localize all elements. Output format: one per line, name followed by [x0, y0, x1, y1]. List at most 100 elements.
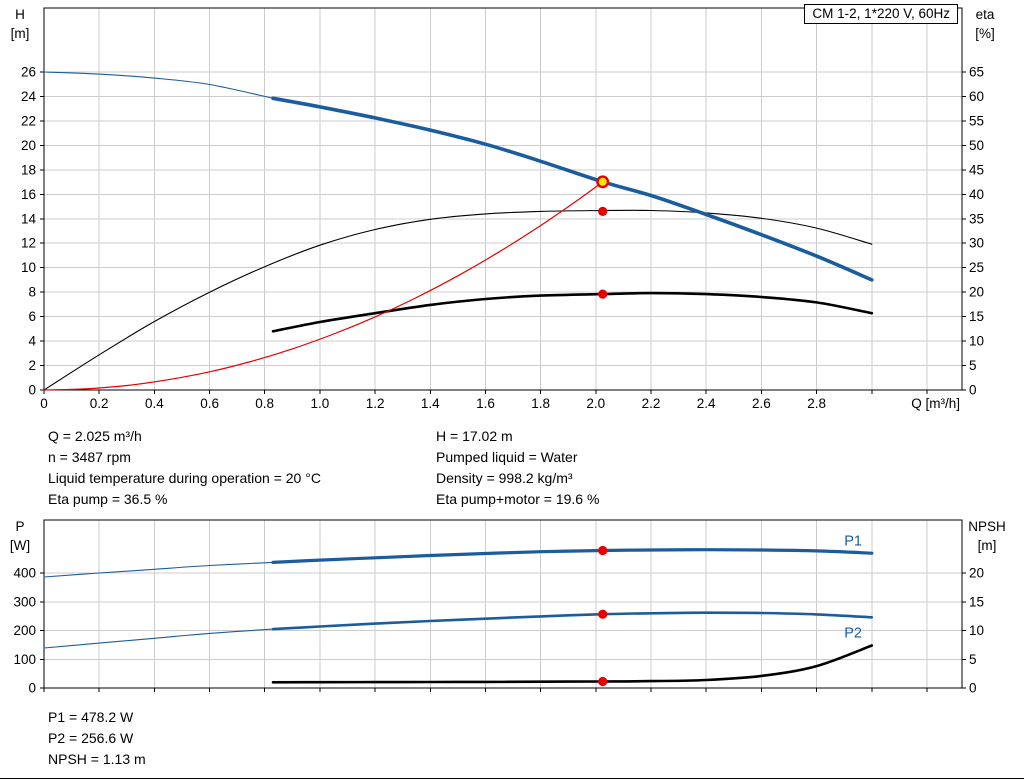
y-right-tick-label: 60 — [969, 89, 984, 104]
x-tick-label: 2.6 — [752, 396, 771, 411]
x-tick-label: 0.2 — [90, 396, 109, 411]
y-left-tick-label: 400 — [13, 566, 36, 581]
y-left-tick-label: 0 — [28, 383, 36, 398]
p2-curve — [271, 611, 874, 631]
pump-model-box: CM 1-2, 1*220 V, 60Hz — [804, 4, 958, 24]
y-left-tick-label: 20 — [21, 138, 36, 153]
x-tick-label: 0.4 — [145, 396, 164, 411]
bottom-divider — [0, 778, 1024, 779]
y-left-tick-label: 0 — [28, 681, 36, 696]
duty-point — [596, 175, 610, 189]
info-line-eta-pump-motor: Eta pump+motor = 19.6 % — [436, 491, 600, 507]
x-tick-label: 1.2 — [366, 396, 385, 411]
x-tick-label: 2.8 — [807, 396, 826, 411]
x-tick-label: 0 — [40, 396, 48, 411]
info-line-pumped-liquid: Pumped liquid = Water — [436, 449, 578, 465]
x-tick-label: 2.0 — [586, 396, 605, 411]
y-left-tick-label: 100 — [13, 652, 36, 667]
info-line-n: n = 3487 rpm — [48, 449, 131, 465]
y-right-tick-label: 30 — [969, 236, 984, 251]
eta-axis-title-line: eta — [975, 7, 995, 22]
x-tick-label: 0.6 — [200, 396, 219, 411]
x-tick-label: 0.8 — [255, 396, 274, 411]
npsh-axis-unit: [m] — [977, 538, 997, 553]
x-tick-label: 1.8 — [531, 396, 550, 411]
p1-curve — [271, 548, 874, 564]
y-left-tick-label: 6 — [28, 309, 36, 324]
y-right-tick-label: 40 — [969, 187, 984, 202]
npsh-curve — [271, 644, 874, 684]
y-left-tick-label: 4 — [28, 334, 36, 349]
npsh-axis-title: NPSH [m] — [956, 517, 1018, 555]
x-tick-label: 1.4 — [421, 396, 440, 411]
chart-group: 0 100 200 300 400 0 5 10 15 20 P1 P2 — [13, 519, 984, 696]
p1-point — [598, 545, 608, 556]
eta-axis-title: eta [%] — [962, 5, 1008, 43]
p-axis-title-line: P — [15, 519, 25, 534]
y-left-tick-label: 200 — [13, 623, 36, 638]
y-right-tick-label: 15 — [969, 309, 984, 324]
info-line-liquid-temp: Liquid temperature during operation = 20… — [48, 470, 321, 486]
info-line-density: Density = 998.2 kg/m³ — [436, 470, 573, 486]
y-right-tick-label: 65 — [969, 65, 984, 80]
info-line-npsh: NPSH = 1.13 m — [48, 751, 146, 767]
y-right-tick-label: 15 — [969, 594, 984, 609]
y-left-tick-label: 16 — [21, 187, 36, 202]
y-right-tick-label: 5 — [969, 358, 977, 373]
npsh-axis-title-line: NPSH — [968, 519, 1006, 534]
y-left-tick-label: 8 — [28, 285, 36, 300]
y-left-tick-label: 22 — [21, 113, 36, 128]
eta-pump-curve — [43, 209, 873, 391]
y-left-tick-label: 14 — [21, 211, 37, 226]
x-tick-label: 2.2 — [642, 396, 661, 411]
y-right-tick-label: 10 — [969, 623, 984, 638]
y-left-tick-label: 26 — [21, 65, 36, 80]
h-axis-title-line: H — [15, 7, 25, 22]
y-right-tick-label: 55 — [969, 113, 984, 128]
info-line-eta-pump: Eta pump = 36.5 % — [48, 491, 168, 507]
y-right-tick-label: 0 — [969, 383, 977, 398]
x-tick-label: 2.4 — [697, 396, 716, 411]
info-line-q: Q = 2.025 m³/h — [48, 428, 142, 444]
plot-frame — [43, 519, 963, 689]
x-tick-label: 1.6 — [476, 396, 495, 411]
npsh-point — [598, 676, 608, 687]
y-left-tick-label: 300 — [13, 594, 36, 609]
p-axis-title: P [W] — [2, 517, 38, 555]
y-right-tick-label: 10 — [969, 334, 984, 349]
y-left-tick-label: 12 — [21, 236, 36, 251]
y-left-tick-label: 24 — [21, 89, 37, 104]
y-right-tick-label: 25 — [969, 260, 984, 275]
eta-pump-motor-point — [598, 289, 608, 299]
duty-info-left: Q = 2.025 m³/h n = 3487 rpm Liquid tempe… — [48, 426, 321, 510]
y-left-tick-label: 10 — [21, 260, 36, 275]
system-curve — [43, 181, 604, 391]
head-curve-extrapolation — [43, 71, 274, 99]
x-tick-label: 1.0 — [311, 396, 330, 411]
info-line-h: H = 17.02 m — [436, 428, 513, 444]
y-right-tick-label: 45 — [969, 162, 984, 177]
p2-point — [598, 609, 608, 619]
y-right-tick-label: 35 — [969, 211, 984, 226]
p1-label: P1 — [844, 534, 862, 550]
y-right-tick-label: 5 — [969, 652, 977, 667]
p-axis-unit: [W] — [9, 538, 31, 553]
eta-axis-unit: [%] — [975, 26, 995, 41]
h-axis-title: H [m] — [2, 5, 38, 43]
y-left-tick-label: 2 — [28, 358, 36, 373]
chart-group: 0246810121416182022242605101520253035404… — [21, 7, 984, 411]
y-right-tick-label: 20 — [969, 285, 984, 300]
p2-curve-extrapolation — [43, 628, 274, 649]
y-right-tick-label: 0 — [969, 681, 977, 696]
eta-pump-motor-curve — [271, 291, 874, 333]
info-line-p1: P1 = 478.2 W — [48, 709, 134, 725]
head-curve — [271, 96, 874, 282]
power-info: P1 = 478.2 W P2 = 256.6 W NPSH = 1.13 m — [48, 707, 146, 770]
q-axis-title: Q [m³/h] — [911, 396, 960, 411]
p2-label: P2 — [844, 626, 862, 642]
info-line-p2: P2 = 256.6 W — [48, 730, 134, 746]
plot-frame — [43, 7, 963, 391]
y-right-tick-label: 50 — [969, 138, 984, 153]
